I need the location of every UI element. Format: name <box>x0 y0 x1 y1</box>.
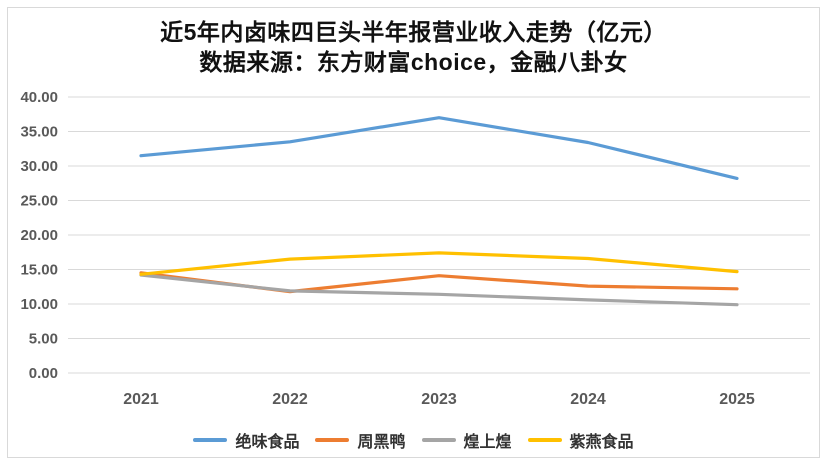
chart-title: 近5年内卤味四巨头半年报营业收入走势（亿元） <box>160 19 667 45</box>
x-axis-tick-label: 2023 <box>421 391 457 408</box>
y-axis-tick-label: 20.00 <box>20 227 58 244</box>
x-axis-tick-label: 2021 <box>123 391 159 408</box>
y-axis-tick-label: 10.00 <box>20 296 58 313</box>
legend-line-swatch-icon <box>527 438 562 442</box>
y-axis-tick-label: 25.00 <box>20 193 58 210</box>
legend-label: 紫燕食品 <box>569 434 634 451</box>
x-axis-tick-label: 2022 <box>272 391 308 408</box>
legend-label: 煌上煌 <box>463 434 512 451</box>
y-axis-tick-label: 30.00 <box>20 158 58 175</box>
chart-legend: 绝味食品 周黑鸭 煌上煌 紫燕食品 <box>0 428 827 452</box>
legend-line-swatch-icon <box>193 438 228 442</box>
series-line-绝味食品 <box>139 116 739 180</box>
legend-item-绝味食品: 绝味食品 <box>193 428 299 452</box>
x-axis-tick-label: 2025 <box>719 391 755 408</box>
legend-item-周黑鸭: 周黑鸭 <box>315 428 406 452</box>
legend-item-紫燕食品: 紫燕食品 <box>527 428 634 452</box>
y-axis-tick-label: 40.00 <box>20 89 58 106</box>
y-axis-tick-label: 0.00 <box>29 365 58 382</box>
legend-item-煌上煌: 煌上煌 <box>421 428 512 452</box>
y-axis-tick-label: 5.00 <box>29 331 58 348</box>
chart-subtitle: 数据来源：东方财富choice，金融八卦女 <box>199 49 628 75</box>
chart-frame-border <box>7 7 820 458</box>
series-line-煌上煌 <box>139 273 739 307</box>
series-line-紫燕食品 <box>139 251 739 276</box>
y-axis-tick-label: 15.00 <box>20 262 58 279</box>
y-axis-tick-label: 35.00 <box>20 124 58 141</box>
legend-line-swatch-icon <box>315 438 350 442</box>
legend-line-swatch-icon <box>421 438 456 442</box>
legend-label: 绝味食品 <box>235 434 300 451</box>
legend-label: 周黑鸭 <box>357 434 406 451</box>
x-axis-tick-label: 2024 <box>570 391 606 408</box>
series-line-周黑鸭 <box>139 271 739 294</box>
